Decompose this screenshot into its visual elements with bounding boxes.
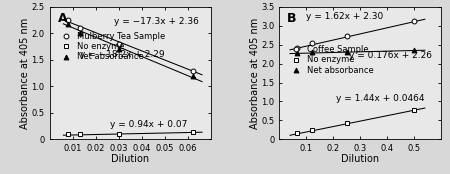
Text: y = 1.44x + 0.0464: y = 1.44x + 0.0464 — [336, 94, 424, 102]
Text: B: B — [287, 12, 297, 25]
Text: y = −18.2x + 2.29: y = −18.2x + 2.29 — [80, 50, 164, 59]
Legend: Coffee Sample, No enzyme, Net absorbance: Coffee Sample, No enzyme, Net absorbance — [287, 44, 374, 76]
Text: A: A — [58, 12, 67, 25]
Text: y = 0.176x + 2.26: y = 0.176x + 2.26 — [349, 51, 432, 60]
X-axis label: Dilution: Dilution — [111, 155, 149, 164]
Y-axis label: Absorbance at 405 nm: Absorbance at 405 nm — [250, 17, 260, 129]
Text: y = 1.62x + 2.30: y = 1.62x + 2.30 — [306, 12, 383, 21]
Text: y = 0.94x + 0.07: y = 0.94x + 0.07 — [110, 120, 187, 129]
Text: y = −17.3x + 2.36: y = −17.3x + 2.36 — [114, 17, 199, 26]
Y-axis label: Absorbance at 405 nm: Absorbance at 405 nm — [20, 17, 30, 129]
X-axis label: Dilution: Dilution — [341, 155, 379, 164]
Legend: Mulberry Tea Sample, No enzyme, Net absorbance: Mulberry Tea Sample, No enzyme, Net abso… — [57, 31, 166, 62]
